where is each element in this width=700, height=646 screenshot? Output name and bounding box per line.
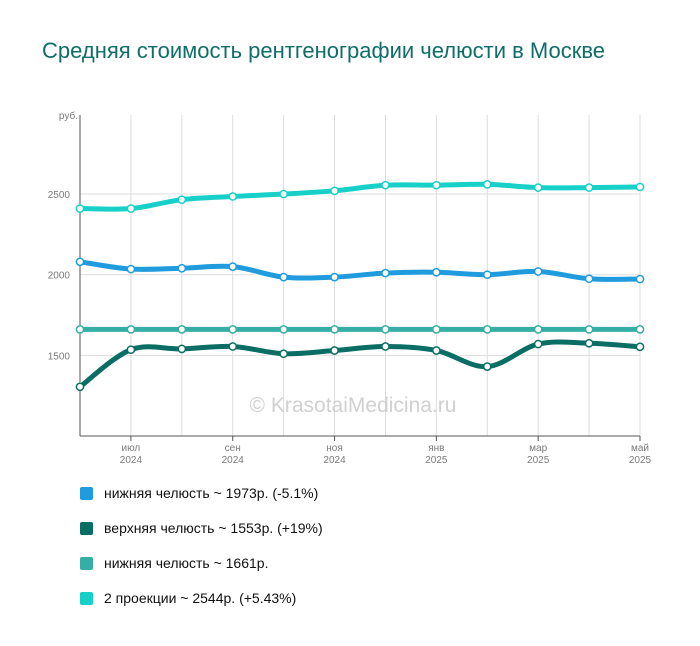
legend-item[interactable]: верхняя челюсть ~ 1553р. (+19%) (80, 519, 323, 537)
x-tick-year: 2024 (222, 455, 245, 466)
data-point (482, 270, 492, 280)
legend-label: 2 проекции ~ 2544р. (+5.43%) (104, 590, 297, 606)
x-tick-label: сен (225, 443, 241, 454)
legend-swatch (80, 521, 93, 535)
y-tick-label: 1500 (48, 351, 71, 362)
data-point (381, 325, 390, 334)
data-point (177, 344, 187, 354)
data-point (533, 339, 543, 349)
data-point (584, 183, 594, 192)
data-point (432, 325, 441, 334)
data-point (228, 192, 238, 201)
data-point (381, 180, 390, 190)
y-axis-label: руб. (59, 110, 78, 122)
data-point (177, 263, 187, 273)
data-point (228, 325, 238, 334)
series-line-1 (77, 339, 643, 390)
legend-label: нижняя челюсть ~ 1661р. (104, 555, 269, 571)
chart-area: 150020002500руб.июл2024сен2024ноя2024янв… (48, 110, 652, 466)
data-point (482, 325, 492, 334)
data-point (432, 180, 441, 190)
data-point (177, 325, 187, 334)
legend-swatch (80, 591, 93, 605)
chart-title: Средняя стоимость рентгенографии челюсти… (42, 38, 605, 63)
x-tick-label: янв (428, 443, 444, 454)
data-point (482, 362, 492, 371)
y-tick-label: 2000 (48, 271, 71, 282)
data-point (75, 325, 85, 334)
legend-item[interactable]: нижняя челюсть ~ 1661р. (80, 554, 323, 572)
data-point (584, 274, 594, 284)
legend-swatch (80, 556, 93, 570)
data-point (635, 182, 645, 192)
y-tick-label: 2500 (48, 190, 71, 201)
data-point (584, 325, 594, 334)
data-point (126, 345, 136, 355)
data-point (432, 346, 441, 355)
x-tick-year: 2025 (425, 455, 448, 466)
legend-item[interactable]: 2 проекции ~ 2544р. (+5.43%) (80, 589, 323, 607)
x-tick-year: 2024 (323, 455, 346, 466)
x-tick-label: мар (529, 443, 547, 454)
data-point (126, 264, 136, 274)
legend-label: нижняя челюсть ~ 1973р. (-5.1%) (104, 485, 319, 501)
data-point (381, 268, 390, 278)
data-point (330, 272, 339, 282)
data-point (482, 180, 492, 189)
data-point (228, 262, 238, 271)
data-point (279, 189, 288, 199)
data-point (279, 349, 288, 359)
legend-swatch (80, 486, 93, 500)
x-tick-label: ноя (326, 443, 343, 454)
data-point (432, 267, 441, 277)
data-point (75, 257, 85, 267)
data-point (126, 204, 136, 213)
data-point (279, 272, 288, 282)
data-point (635, 274, 645, 284)
x-tick-year: 2024 (120, 455, 143, 466)
data-point (228, 342, 238, 351)
data-point (279, 325, 288, 334)
data-point (635, 325, 645, 334)
watermark: © KrasotaiMedicina.ru (250, 394, 457, 417)
legend-label: верхняя челюсть ~ 1553р. (+19%) (104, 520, 323, 536)
data-point (533, 183, 543, 192)
data-point (126, 325, 136, 334)
data-point (330, 186, 339, 196)
data-point (75, 382, 85, 392)
legend: нижняя челюсть ~ 1973р. (-5.1%) верхняя … (80, 484, 323, 624)
data-point (177, 195, 187, 205)
x-tick-label: июл (122, 443, 141, 454)
legend-item[interactable]: нижняя челюсть ~ 1973р. (-5.1%) (80, 484, 323, 502)
data-point (635, 342, 645, 352)
data-point (533, 267, 543, 276)
x-tick-year: 2025 (629, 455, 652, 466)
x-tick-label: май (631, 443, 649, 454)
data-point (330, 346, 339, 355)
data-point (584, 338, 594, 348)
data-point (533, 325, 543, 334)
data-point (381, 342, 390, 351)
x-tick-year: 2025 (527, 455, 550, 466)
data-point (330, 325, 339, 334)
data-point (75, 204, 85, 213)
